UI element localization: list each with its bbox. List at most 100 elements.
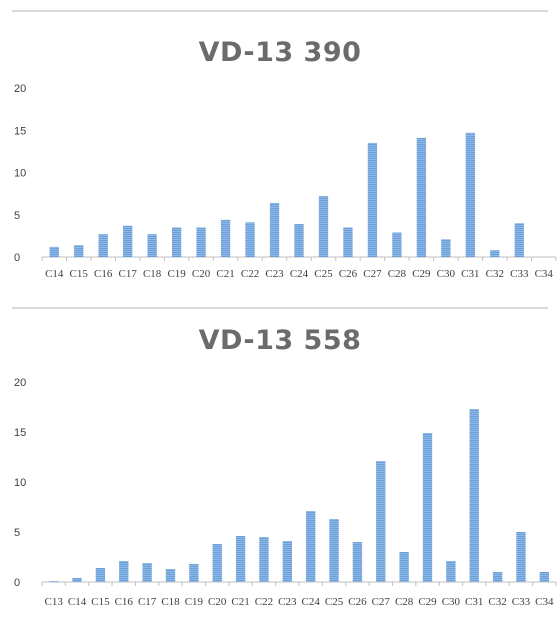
- bar-c28: [392, 232, 402, 257]
- bar-c15: [74, 245, 84, 257]
- x-tick-label: C28: [395, 596, 414, 608]
- y-tick-label: 5: [14, 527, 20, 539]
- x-tick-label: C33: [510, 268, 529, 280]
- x-tick-label: C22: [241, 268, 259, 280]
- chart-panel-vd13-390: VD-13 390 0 5 10 15 20 C14 C15 C16 C17 C18 C19 C20 C…: [0, 10, 560, 308]
- y-tick-label: 0: [14, 252, 20, 264]
- bar-c27: [376, 461, 386, 582]
- x-tick-label: C20: [192, 268, 211, 280]
- x-tick-label: C34: [535, 596, 554, 608]
- bar-c20: [212, 544, 222, 582]
- y-tick-label: 10: [14, 477, 26, 489]
- bar-c33: [516, 532, 526, 582]
- x-tick-label: C29: [418, 596, 437, 608]
- x-tick-label: C32: [486, 268, 504, 280]
- x-tick-label: C23: [278, 596, 297, 608]
- y-tick-label: 20: [14, 83, 26, 95]
- bar-chart-vd13-390: 0 5 10 15 20 C14 C15 C16 C17 C18 C19 C20 C21 C22 C23 C2…: [14, 83, 557, 280]
- x-tick-label: C14: [68, 596, 87, 608]
- bar-c25: [329, 519, 339, 582]
- y-tick-label: 10: [14, 168, 26, 180]
- x-tick-label: C20: [208, 596, 227, 608]
- x-tick-label: C22: [255, 596, 273, 608]
- bar-c32: [492, 572, 503, 582]
- bar-c20: [196, 227, 206, 257]
- bar-c33: [514, 223, 524, 257]
- bar-c17: [123, 225, 133, 257]
- bar-chart-vd13-558: 0 5 10 15 20 C13 C14 C15 C16 C17 C18 C19 C20 C21 C22 C2…: [14, 377, 557, 608]
- x-tick-label: C21: [231, 596, 249, 608]
- x-tick-label: C24: [290, 268, 309, 280]
- middle-divider: [12, 307, 548, 309]
- x-tick-label: C27: [363, 268, 382, 280]
- bar-c13: [49, 581, 59, 582]
- bar-c26: [352, 542, 363, 582]
- bar-c21: [220, 219, 231, 257]
- bar-c15: [95, 568, 106, 582]
- y-tick-label: 0: [14, 577, 20, 589]
- bar-c19: [171, 227, 182, 257]
- x-tick-label: C18: [161, 596, 180, 608]
- y-tick-label: 20: [14, 377, 26, 389]
- x-tick-label: C25: [314, 268, 333, 280]
- bar-c31: [465, 132, 475, 257]
- bar-c28: [399, 552, 409, 582]
- x-tick-label: C30: [437, 268, 456, 280]
- x-tick-label: C26: [348, 596, 367, 608]
- x-tick-label: C26: [339, 268, 358, 280]
- x-tick-label: C15: [91, 596, 110, 608]
- bar-c31: [469, 409, 479, 582]
- chart-title: VD-13 558: [198, 325, 362, 356]
- x-tick-label: C33: [512, 596, 531, 608]
- bar-c25: [318, 196, 329, 257]
- bar-c34: [539, 572, 549, 582]
- x-tick-label: C17: [118, 268, 137, 280]
- bar-c26: [343, 227, 353, 257]
- chart-panel-vd13-558: VD-13 558 0 5 10 15 20 C13 C14 C15 C16 C17 C18 C19 C…: [0, 310, 560, 619]
- x-tick-label: C16: [115, 596, 134, 608]
- x-tick-label: C13: [45, 596, 64, 608]
- y-tick-label: 15: [14, 125, 26, 137]
- x-tick-label: C34: [535, 268, 554, 280]
- top-divider: [12, 10, 548, 12]
- y-tick-label: 5: [14, 210, 20, 222]
- x-tick-label: C32: [488, 596, 506, 608]
- bar-c17: [142, 563, 152, 582]
- x-tick-label: C19: [167, 268, 186, 280]
- x-tick-label: C14: [45, 268, 64, 280]
- x-tick-label: C16: [94, 268, 113, 280]
- bar-c30: [446, 561, 456, 582]
- bar-c16: [119, 561, 129, 582]
- x-tick-label: C23: [265, 268, 284, 280]
- x-tick-label: C24: [302, 596, 321, 608]
- x-tick-label: C28: [388, 268, 407, 280]
- x-tick-label: C30: [442, 596, 461, 608]
- bar-c29: [416, 137, 427, 257]
- x-tick-label: C31: [461, 268, 479, 280]
- bar-c14: [72, 578, 82, 582]
- bar-c27: [367, 142, 378, 257]
- bar-c18: [165, 569, 176, 582]
- bar-c22: [245, 222, 255, 257]
- chart-title: VD-13 390: [198, 37, 362, 68]
- bar-c19: [189, 564, 199, 582]
- x-tick-label: C21: [216, 268, 234, 280]
- x-tick-label: C17: [138, 596, 157, 608]
- y-tick-label: 15: [14, 427, 26, 439]
- bar-c30: [441, 239, 451, 257]
- x-tick-label: C15: [70, 268, 89, 280]
- bar-c32: [490, 250, 500, 257]
- bar-c24: [306, 511, 316, 582]
- x-tick-label: C25: [325, 596, 344, 608]
- bar-c24: [294, 224, 304, 257]
- x-tick-label: C27: [372, 596, 391, 608]
- bar-c18: [147, 234, 157, 257]
- bar-c22: [259, 537, 269, 582]
- bar-c16: [98, 234, 108, 257]
- x-tick-label: C19: [185, 596, 204, 608]
- bar-c23: [269, 202, 280, 257]
- x-tick-label: C29: [412, 268, 431, 280]
- bar-c14: [49, 246, 59, 257]
- bar-c21: [235, 536, 246, 582]
- bar-c23: [282, 541, 292, 582]
